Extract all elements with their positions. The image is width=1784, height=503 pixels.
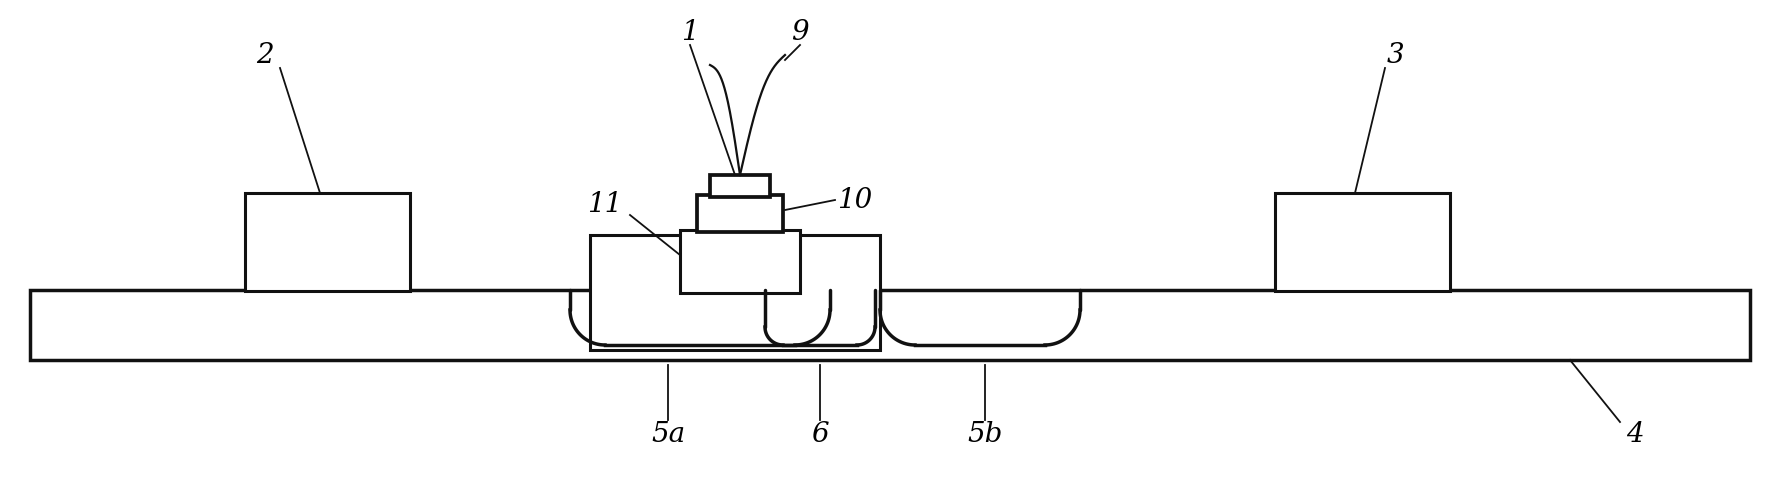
Bar bbox=[591, 235, 880, 350]
Text: 5b: 5b bbox=[967, 422, 1003, 449]
Bar bbox=[698, 195, 783, 232]
Text: 10: 10 bbox=[837, 187, 872, 213]
Text: 2: 2 bbox=[257, 42, 273, 68]
Text: 3: 3 bbox=[1386, 42, 1404, 68]
Text: 5a: 5a bbox=[651, 422, 685, 449]
Text: 11: 11 bbox=[587, 192, 623, 218]
Bar bbox=[244, 193, 410, 291]
Bar bbox=[710, 175, 771, 197]
Text: 9: 9 bbox=[790, 19, 808, 45]
Bar bbox=[30, 290, 1750, 360]
Text: 6: 6 bbox=[812, 422, 830, 449]
Bar bbox=[680, 230, 799, 293]
Text: 1: 1 bbox=[681, 19, 699, 45]
Text: 4: 4 bbox=[1627, 422, 1643, 449]
Bar bbox=[1276, 193, 1450, 291]
